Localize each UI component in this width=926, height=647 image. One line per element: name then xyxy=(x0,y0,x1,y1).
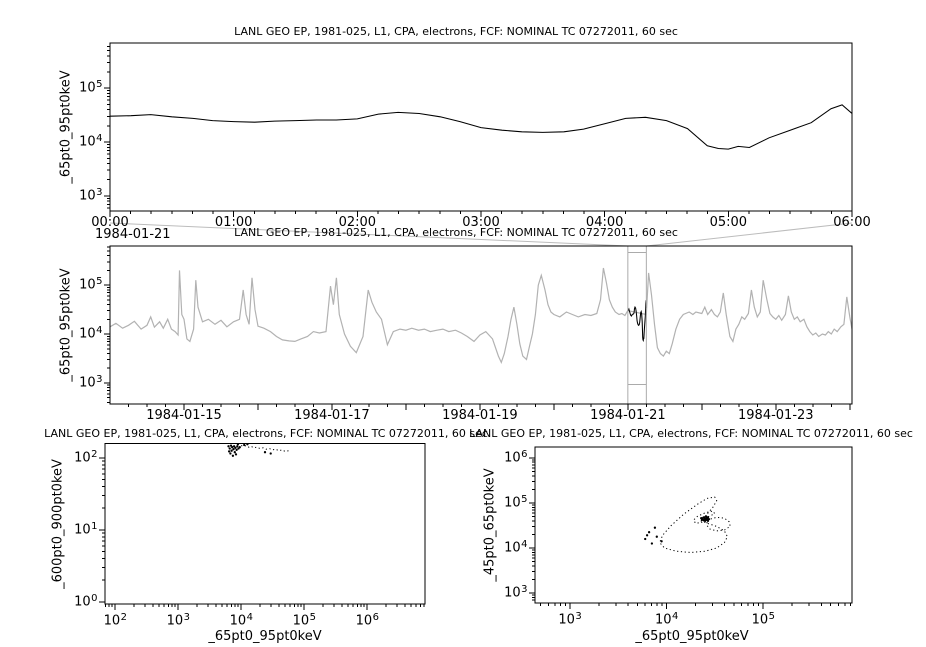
scatter-point xyxy=(706,516,710,519)
scatter-point xyxy=(645,534,649,537)
scatter-45-65-vs-65-95-plot-area[interactable] xyxy=(644,496,731,554)
detail-timeseries-axes xyxy=(104,42,853,217)
scatter-trace xyxy=(659,496,728,554)
scatter-point xyxy=(700,518,704,521)
detail-timeseries-plot-area[interactable] xyxy=(110,104,852,150)
context-timeseries-plot-area[interactable] xyxy=(110,267,852,365)
scatter-point xyxy=(263,451,267,454)
scatter-trace xyxy=(706,516,731,532)
scatter-600-900-vs-65-95-plot-area[interactable] xyxy=(227,443,289,457)
scatter-point xyxy=(231,446,234,449)
scatter-trace xyxy=(240,445,289,452)
scatter-point xyxy=(704,515,708,518)
scatter-point xyxy=(238,446,241,449)
scatter-point xyxy=(269,452,272,455)
scatter-point xyxy=(650,542,654,545)
scatter-point xyxy=(660,540,663,543)
scatter-point xyxy=(234,453,238,456)
scatter-point xyxy=(229,444,233,447)
scatter-point xyxy=(706,519,710,523)
scatter-point xyxy=(231,454,235,457)
data-line xyxy=(627,300,647,343)
scatter-point xyxy=(236,445,239,448)
context-timeseries-axes xyxy=(104,245,853,410)
scatter-point xyxy=(229,452,232,455)
scatter-point xyxy=(235,448,238,452)
scatter-600-900-vs-65-95-axes xyxy=(99,443,426,610)
scatter-point xyxy=(227,445,230,448)
zoom-connector-line-right xyxy=(646,222,853,247)
scatter-point xyxy=(655,535,658,538)
scatter-point xyxy=(644,537,647,541)
scatter-point xyxy=(227,450,231,453)
scatter-point xyxy=(704,517,708,520)
scatter-point xyxy=(230,449,233,452)
scatter-point xyxy=(653,526,657,529)
scatter-point xyxy=(702,519,706,522)
scatter-trace xyxy=(692,510,716,524)
scatter-point xyxy=(232,448,235,451)
scatter-point xyxy=(233,451,236,454)
scatter-point xyxy=(232,445,236,448)
zoom-selection-box[interactable] xyxy=(627,245,647,405)
scatter-point xyxy=(702,516,705,519)
data-line xyxy=(110,267,852,365)
scatter-point xyxy=(647,531,651,534)
scatter-point xyxy=(707,517,711,521)
scatter-point xyxy=(228,447,231,450)
data-line xyxy=(110,104,852,150)
scatter-point xyxy=(234,446,237,449)
zoom-connector-line-left xyxy=(109,222,628,247)
scatter-45-65-vs-65-95-axes xyxy=(529,446,853,609)
